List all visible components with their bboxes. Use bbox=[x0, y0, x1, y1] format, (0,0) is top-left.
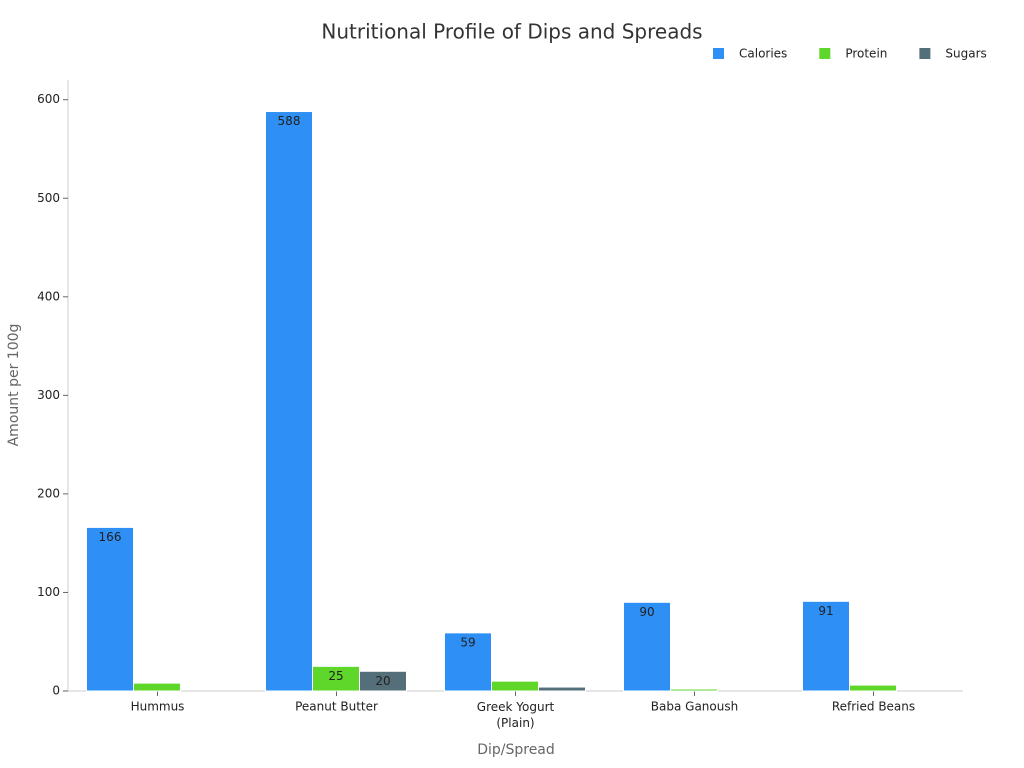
x-tick-label: Hummus bbox=[131, 700, 185, 714]
y-tick-label: 0 bbox=[52, 684, 60, 698]
data-label: 166 bbox=[99, 530, 122, 544]
legend-swatch bbox=[919, 48, 931, 59]
x-tick-label: Peanut Butter bbox=[295, 700, 378, 714]
bar bbox=[849, 684, 897, 692]
bar bbox=[802, 600, 850, 692]
x-tick-label: Baba Ganoush bbox=[651, 700, 738, 714]
data-label: 91 bbox=[818, 604, 833, 618]
legend-label: Sugars bbox=[945, 47, 986, 61]
y-tick-label: 200 bbox=[37, 486, 60, 500]
bar bbox=[133, 682, 181, 692]
y-axis-title: Amount per 100g bbox=[6, 324, 22, 447]
chart-title: Nutritional Profile of Dips and Spreads bbox=[321, 20, 702, 44]
legend-swatch bbox=[819, 48, 831, 59]
data-label: 90 bbox=[639, 605, 654, 619]
x-tick-label: Greek Yogurt (Plain) bbox=[477, 700, 555, 730]
bar bbox=[444, 632, 492, 692]
y-tick-label: 300 bbox=[37, 388, 60, 402]
bar bbox=[623, 601, 671, 692]
bar bbox=[670, 688, 718, 692]
y-tick-label: 600 bbox=[37, 92, 60, 106]
bar bbox=[538, 686, 586, 692]
bar bbox=[491, 680, 539, 692]
x-axis-title: Dip/Spread bbox=[477, 742, 555, 758]
data-label: 59 bbox=[460, 635, 475, 649]
y-tick-label: 400 bbox=[37, 289, 60, 303]
data-label: 20 bbox=[375, 674, 390, 688]
legend-label: Calories bbox=[739, 47, 787, 61]
bar bbox=[86, 526, 134, 692]
bar bbox=[359, 670, 407, 692]
legend-label: Protein bbox=[845, 47, 887, 61]
legend-swatch bbox=[713, 48, 724, 59]
bar bbox=[312, 665, 360, 692]
data-label: 588 bbox=[278, 114, 301, 128]
data-label: 25 bbox=[328, 669, 343, 683]
bar bbox=[265, 111, 313, 692]
x-tick-label: Refried Beans bbox=[832, 700, 915, 714]
y-tick-label: 500 bbox=[37, 191, 60, 205]
y-tick-label: 100 bbox=[37, 585, 60, 599]
